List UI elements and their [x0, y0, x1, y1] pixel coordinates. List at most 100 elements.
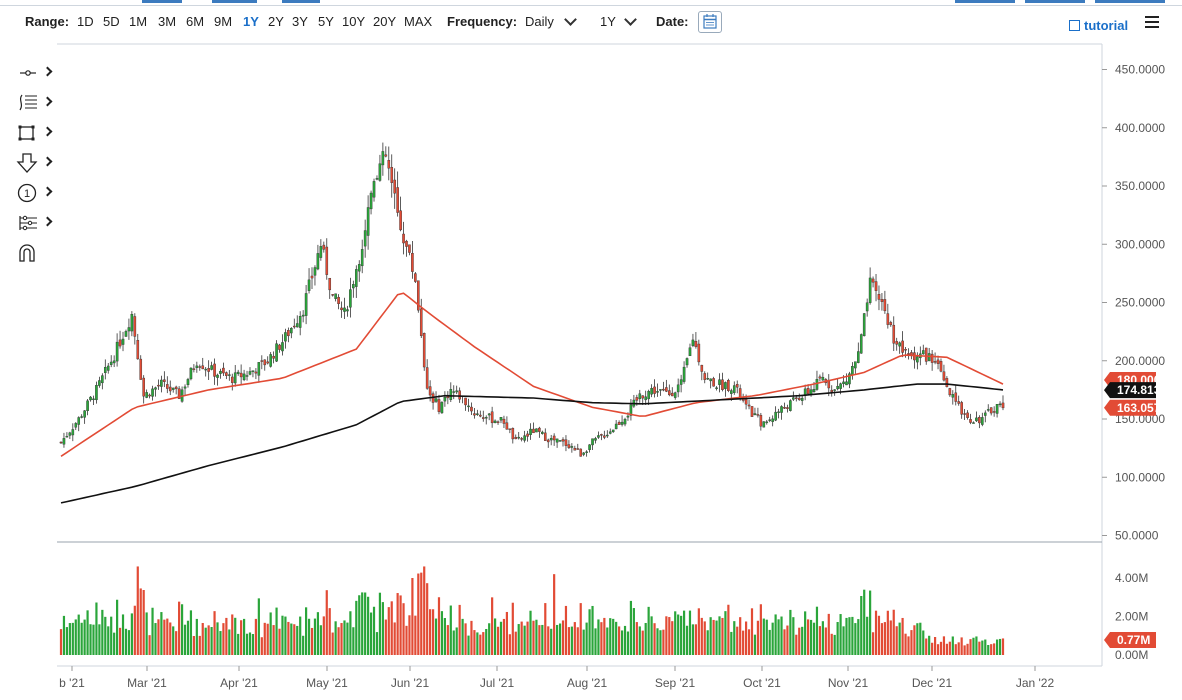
candle-body [307, 279, 311, 291]
volume-bar [358, 595, 361, 655]
arrow-down-tool[interactable] [16, 152, 56, 174]
range-button-1m[interactable]: 1M [129, 14, 148, 29]
period-select[interactable]: 1Y [600, 14, 616, 29]
volume-bar [293, 624, 296, 655]
candle-body [248, 371, 252, 375]
candle-body [71, 429, 75, 436]
volume-bar [523, 625, 526, 655]
volume-bar [402, 603, 405, 655]
calendar-button[interactable] [698, 11, 722, 33]
candle-body [992, 411, 996, 413]
candle-body [889, 322, 893, 326]
volume-bar [682, 610, 686, 655]
volume-bar [310, 627, 314, 655]
candle-body [966, 412, 969, 418]
volume-bar [414, 615, 417, 655]
candle-body [496, 421, 500, 423]
hamburger-menu-icon[interactable] [1145, 16, 1159, 28]
frequency-select[interactable]: Daily [525, 14, 554, 29]
candle-body [797, 397, 801, 401]
volume-bar [517, 624, 520, 655]
candle-body [287, 330, 290, 337]
film-icon[interactable] [1069, 20, 1080, 31]
volume-bar [216, 622, 219, 655]
range-button-10y[interactable]: 10Y [342, 14, 366, 29]
volume-bar [960, 637, 963, 655]
magnet-tool[interactable] [16, 242, 56, 264]
volume-bar [275, 607, 278, 655]
range-button-2y[interactable]: 2Y [268, 14, 284, 29]
volume-bar [136, 566, 139, 655]
volume-bar [564, 605, 568, 655]
candle-body [744, 399, 748, 405]
volume-bar [127, 630, 131, 655]
volume-bar [482, 632, 485, 655]
volume-bar [668, 617, 671, 655]
volume-bar [880, 623, 884, 655]
range-button-3y[interactable]: 3Y [292, 14, 308, 29]
volume-bar [204, 627, 207, 655]
candle-body [239, 372, 243, 378]
volume-bar [804, 611, 807, 655]
crosshair-tool[interactable] [16, 62, 56, 84]
candle-body [789, 400, 792, 411]
candle-body [588, 444, 591, 450]
volume-bar [186, 620, 190, 655]
volume-bar [582, 629, 585, 655]
candle-body [780, 406, 783, 413]
candle-body [694, 341, 698, 347]
volume-bar [898, 622, 901, 655]
volume-bar [550, 628, 553, 655]
volume-bar [71, 622, 74, 655]
candle-body [945, 378, 949, 387]
rectangle-tool[interactable] [16, 122, 56, 144]
candle-body [136, 340, 140, 360]
candle-body [529, 428, 532, 435]
range-button-20y[interactable]: 20Y [373, 14, 397, 29]
volume-bar [889, 620, 892, 655]
candle-body [983, 412, 987, 416]
fib-levels-tool[interactable] [16, 92, 56, 114]
volume-bar [857, 619, 860, 655]
volume-bar [653, 623, 656, 655]
range-button-3m[interactable]: 3M [158, 14, 177, 29]
volume-tick-label: 4.00M [1115, 571, 1148, 585]
chevron-down-icon[interactable] [564, 13, 577, 26]
candle-body [585, 451, 588, 453]
range-button-max[interactable]: MAX [404, 14, 433, 29]
range-button-1d[interactable]: 1D [77, 14, 94, 29]
volume-bar [381, 602, 384, 655]
range-button-1y[interactable]: 1Y [243, 14, 259, 29]
time-tick-label: Aug '21 [567, 676, 608, 690]
range-button-6m[interactable]: 6M [186, 14, 205, 29]
candle-body [981, 417, 984, 425]
volume-bar [151, 607, 154, 655]
numbered-marker-tool[interactable]: 1 [16, 182, 56, 204]
candle-body [222, 367, 225, 374]
candle-body [228, 374, 231, 376]
svg-text:163.0576: 163.0576 [1117, 401, 1167, 415]
volume-bar [688, 610, 692, 655]
candle-body [313, 267, 317, 276]
candle-body [691, 339, 695, 346]
candle-body [207, 368, 210, 372]
range-button-5y[interactable]: 5Y [318, 14, 334, 29]
range-button-5d[interactable]: 5D [103, 14, 120, 29]
candle-body [292, 325, 296, 328]
volume-bar [733, 621, 736, 655]
candle-body [290, 328, 293, 334]
chevron-down-icon[interactable] [624, 13, 637, 26]
candle-body [154, 387, 157, 390]
volume-bar [665, 616, 668, 655]
pitchfork-tool[interactable] [16, 212, 56, 234]
volume-bar [331, 632, 334, 655]
volume-bar [361, 592, 364, 655]
candle-body [921, 350, 925, 355]
volume-bar [65, 627, 69, 655]
volume-bar [558, 623, 562, 655]
volume-bar [337, 627, 340, 655]
tutorial-link[interactable]: tutorial [1084, 18, 1129, 33]
range-button-9m[interactable]: 9M [214, 14, 233, 29]
candle-body [121, 338, 125, 345]
